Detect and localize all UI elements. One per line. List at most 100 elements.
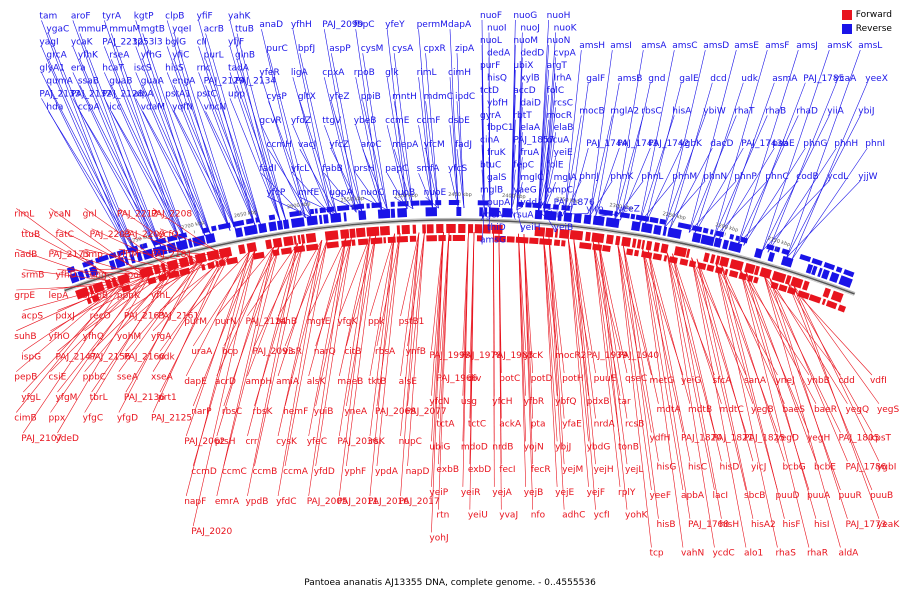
reverse-gene-label: nuoJ (520, 23, 540, 33)
forward-gene-label: nfo (531, 511, 546, 521)
reverse-gene-label: grcA (46, 50, 67, 60)
reverse-label-leaders (41, 19, 868, 260)
forward-gene-label: PAJ_2011 (337, 497, 378, 507)
reverse-leader-line (589, 115, 613, 217)
reverse-leader-line (481, 194, 485, 209)
forward-leader-line (769, 277, 848, 519)
reverse-leader-line (166, 72, 231, 231)
tick-label: 2500 kbp (394, 193, 418, 200)
forward-gene-label: acrD (215, 377, 236, 387)
reverse-gene-label: amsA (641, 41, 667, 51)
forward-gene-label: qseC (625, 374, 647, 384)
reverse-gene-label: ycdL (827, 172, 848, 182)
reverse-gene-label: gyrA (480, 111, 502, 121)
forward-gene-label: PAJ_1983 (492, 351, 533, 361)
reverse-gene-block (619, 212, 631, 219)
forward-gene-label: mdtA (656, 405, 681, 415)
reverse-gene-label: mocB (579, 106, 604, 116)
reverse-gene-label: asmA (772, 74, 798, 84)
forward-leader-line (16, 284, 120, 413)
tick-label: 2450 kbp (448, 192, 472, 198)
forward-gene-block (491, 224, 503, 235)
forward-gene-label: metG (649, 376, 674, 386)
forward-gene-label: mdtB (688, 405, 712, 415)
reverse-leader-line (481, 208, 485, 245)
reverse-gene-block (129, 253, 136, 264)
reverse-gene-label: bglG (165, 37, 186, 47)
reverse-gene-block (336, 204, 350, 212)
reverse-leader-line (104, 72, 181, 243)
reverse-gene-label: fabB (322, 164, 343, 174)
reverse-gene-block (276, 220, 284, 231)
reverse-gene-label: ylrp (586, 204, 604, 214)
forward-gene-label: ypdB (245, 497, 268, 507)
forward-leader-line (739, 269, 810, 433)
reverse-gene-block (766, 243, 775, 251)
reverse-leader-line (111, 33, 187, 241)
forward-leader-line (369, 233, 395, 317)
forward-gene-label: napF (184, 497, 206, 507)
reverse-gene-label: purC (266, 44, 287, 54)
forward-gene-label: ccmD (191, 467, 217, 477)
reverse-gene-block (410, 200, 420, 206)
reverse-leader-line (261, 77, 306, 219)
reverse-gene-label: fbpC1 (487, 123, 514, 133)
forward-leader-line (617, 244, 652, 548)
forward-gene-label: ispG (21, 352, 41, 362)
reverse-gene-block (735, 235, 740, 242)
forward-gene-label: yeeF (649, 491, 671, 501)
reverse-gene-label: rhaD (796, 106, 818, 116)
reverse-gene-label: rbtT (513, 111, 532, 121)
reverse-leader-line (173, 85, 236, 230)
reverse-leader-line (418, 173, 434, 209)
forward-leader-line (192, 250, 256, 407)
forward-leader-line (400, 232, 420, 497)
forward-leader-line (548, 235, 565, 374)
reverse-gene-label: mmuP (78, 24, 107, 34)
forward-leader-line (308, 237, 347, 377)
forward-leader-line (339, 235, 371, 497)
reverse-gene-block (377, 208, 391, 219)
reverse-gene-label: fbpC (354, 20, 375, 30)
reverse-gene-label: PAJ_2232 (102, 37, 143, 47)
reverse-gene-label: phnG (803, 139, 827, 149)
forward-gene-block (679, 258, 689, 266)
forward-leader-line (153, 248, 225, 257)
reverse-gene-label: yiiA (827, 106, 844, 116)
reverse-leader-line (268, 196, 312, 218)
forward-leader-line (642, 247, 684, 491)
reverse-leader-line (362, 149, 388, 211)
reverse-gene-label: ccpA (78, 102, 101, 112)
legend-reverse: Reverse (841, 22, 892, 36)
forward-gene-label: ttuB (21, 230, 40, 240)
forward-gene-block (539, 238, 553, 246)
forward-leader-line (715, 263, 778, 491)
reverse-gene-label: cII (197, 37, 207, 47)
reverse-gene-label: aroF (71, 11, 91, 21)
reverse-gene-label: ipdC (455, 92, 475, 102)
forward-gene-label: hisG (656, 462, 676, 472)
reverse-leader-line (543, 157, 556, 212)
reverse-leader-line (488, 208, 491, 233)
forward-gene-label: citB (344, 347, 361, 357)
forward-leader-line (793, 285, 880, 519)
forward-gene-label: cysK (276, 437, 298, 447)
forward-gene-label: ygbI (877, 462, 896, 472)
reverse-gene-label: phnC (765, 172, 788, 182)
reverse-leader-line (330, 101, 363, 212)
forward-gene-label: sfcA (712, 376, 732, 386)
backbone-inner (64, 221, 855, 296)
forward-leader-line (523, 234, 534, 510)
forward-leader-line (715, 263, 778, 433)
reverse-gene-block (123, 255, 130, 266)
forward-leader-line (691, 257, 747, 491)
forward-gene-block (706, 264, 715, 272)
forward-leader-line (339, 235, 371, 437)
forward-leader-line (23, 282, 125, 311)
forward-gene-label: PAJ_1773 (845, 520, 886, 530)
reverse-gene-block (192, 235, 206, 247)
forward-leader-line (769, 277, 848, 404)
reverse-gene-block (245, 218, 254, 225)
reverse-gene-label: yeiH (520, 223, 540, 233)
forward-leader-line (16, 248, 120, 285)
